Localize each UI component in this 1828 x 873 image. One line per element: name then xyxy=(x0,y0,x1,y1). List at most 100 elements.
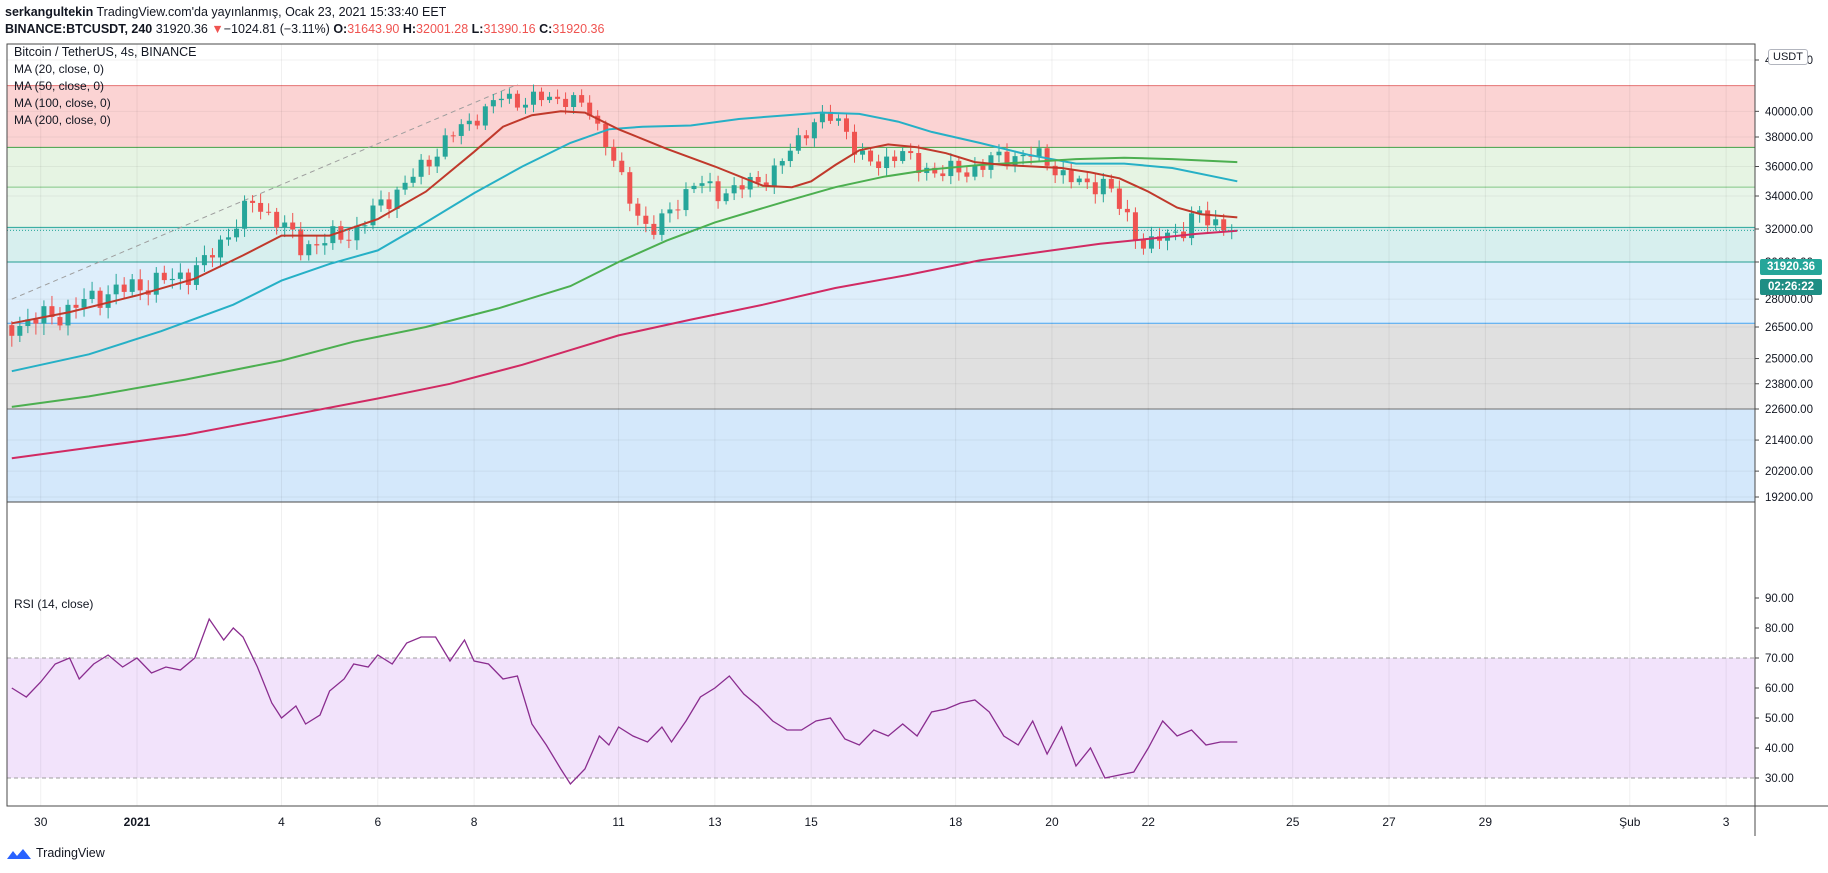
candle-body xyxy=(49,306,55,318)
candle xyxy=(707,172,713,192)
candle-body xyxy=(940,173,946,177)
candle-body xyxy=(386,199,392,209)
candle xyxy=(571,92,577,114)
candle xyxy=(779,158,785,174)
ma100-line xyxy=(11,156,1238,408)
candle xyxy=(1140,233,1146,255)
candle xyxy=(1189,206,1195,246)
candle-body xyxy=(242,200,248,229)
candle xyxy=(193,257,199,291)
candle xyxy=(226,228,232,246)
candle xyxy=(234,219,240,242)
candle-body xyxy=(1148,236,1154,249)
price-tick-label: 25000.00 xyxy=(1765,354,1813,366)
legend-ma20[interactable]: MA (20, close, 0) xyxy=(14,62,105,76)
candle-body xyxy=(1213,219,1219,226)
candle-body xyxy=(258,202,264,212)
candle-body xyxy=(217,239,223,258)
candle-body xyxy=(763,182,769,187)
candle-body xyxy=(611,147,617,161)
candle xyxy=(1092,173,1098,204)
candle-body xyxy=(659,213,665,235)
rsi-line xyxy=(11,617,1238,786)
candle xyxy=(506,88,512,104)
legend-ma100[interactable]: MA (100, close, 0) xyxy=(14,96,111,110)
candle-body xyxy=(619,160,625,173)
candle-body xyxy=(932,167,938,174)
candle xyxy=(9,321,15,347)
candle xyxy=(868,147,874,166)
price-tick-label: 19200.00 xyxy=(1765,492,1813,504)
candle-body xyxy=(635,203,641,216)
candle xyxy=(153,267,159,303)
candle xyxy=(161,265,167,284)
candle-body xyxy=(547,96,553,101)
candle-body xyxy=(964,172,970,177)
candle-body xyxy=(571,95,577,107)
time-tick-label: 6 xyxy=(374,815,381,829)
candle xyxy=(402,175,408,195)
price-tick-label: 26500.00 xyxy=(1765,322,1813,334)
candle xyxy=(458,119,464,145)
candle-body xyxy=(539,91,545,101)
candle-body xyxy=(442,135,448,157)
candle xyxy=(539,87,545,107)
candle-body xyxy=(522,104,528,108)
candle-body xyxy=(418,159,424,177)
candle xyxy=(386,192,392,219)
time-tick-label: 22 xyxy=(1142,815,1156,829)
candle-body xyxy=(563,98,569,107)
candle xyxy=(129,274,135,298)
candle-body xyxy=(434,156,440,167)
candle-body xyxy=(490,100,496,107)
candle xyxy=(876,154,882,176)
candle-body xyxy=(1173,231,1179,233)
candle xyxy=(201,245,207,272)
time-tick-label: 3 xyxy=(1723,815,1730,829)
candle-body xyxy=(868,150,874,162)
candle-body xyxy=(498,98,504,101)
candle-body xyxy=(884,156,890,169)
candle xyxy=(378,190,384,212)
candle xyxy=(1060,161,1066,184)
candle xyxy=(627,166,633,212)
tradingview-logo-icon xyxy=(7,849,31,859)
price-tick-label: 23800.00 xyxy=(1765,379,1813,391)
legend-ma50[interactable]: MA (50, close, 0) xyxy=(14,79,105,93)
rsi-band xyxy=(7,658,1755,778)
rsi-tick-label: 50.00 xyxy=(1765,713,1794,725)
candle xyxy=(819,105,825,129)
candle-body xyxy=(201,255,207,266)
candle-body xyxy=(57,317,63,326)
time-tick-label: 25 xyxy=(1286,815,1300,829)
candle xyxy=(474,114,480,130)
candle-body xyxy=(338,226,344,240)
price-tick-label: 38000.00 xyxy=(1765,132,1813,144)
candle-body xyxy=(1068,170,1074,183)
rsi-label[interactable]: RSI (14, close) xyxy=(14,597,94,611)
footer-logo[interactable]: TradingView xyxy=(6,846,105,860)
candle-body xyxy=(474,120,480,126)
candle-body xyxy=(651,223,657,235)
candle-body xyxy=(362,225,368,227)
currency-badge[interactable]: USDT xyxy=(1768,49,1808,65)
candle-body xyxy=(1036,148,1042,157)
candle-body xyxy=(1044,148,1050,166)
author-name[interactable]: serkangultekin xyxy=(5,5,94,19)
rsi-tick-label: 90.00 xyxy=(1765,593,1794,605)
time-tick-label: 18 xyxy=(949,815,963,829)
candle xyxy=(33,312,39,335)
candle-body xyxy=(980,165,986,170)
symbol-info[interactable]: BINANCE:BTCUSDT, 240 xyxy=(5,22,153,36)
candle-body xyxy=(169,278,175,281)
legend-ma200[interactable]: MA (200, close, 0) xyxy=(14,113,111,127)
candle-body xyxy=(506,93,512,99)
candle xyxy=(65,299,71,336)
candle-body xyxy=(193,265,199,285)
candle xyxy=(322,233,328,255)
time-tick-label: 29 xyxy=(1479,815,1493,829)
candle xyxy=(1076,175,1082,186)
candle xyxy=(258,193,264,220)
candle xyxy=(426,155,432,175)
